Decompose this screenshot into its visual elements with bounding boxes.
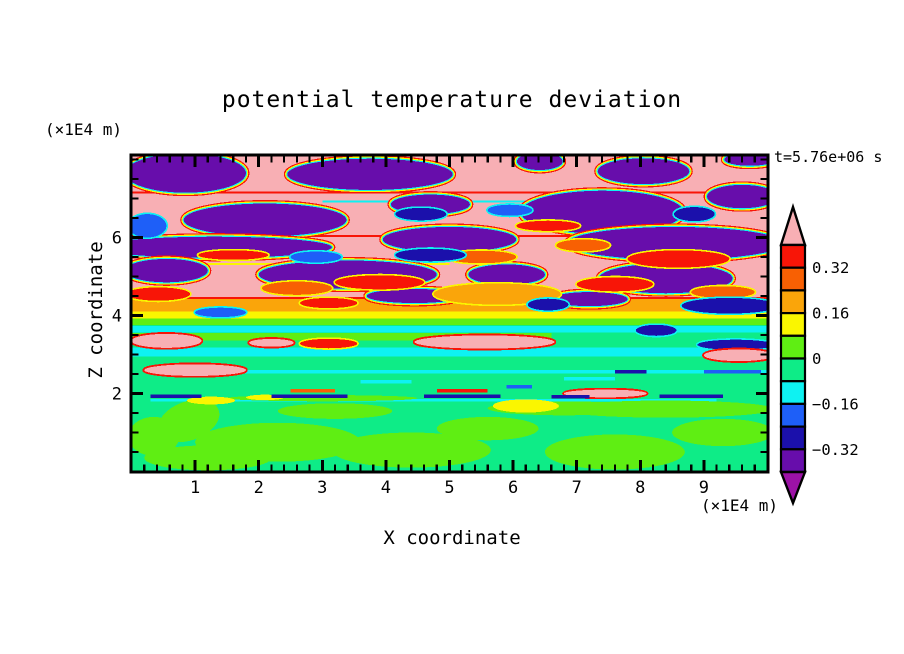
- x-tick-label: 4: [381, 478, 391, 498]
- colorbar-segment: [779, 402, 807, 428]
- x-tick-label: 2: [254, 478, 264, 498]
- x-tick-label: 7: [572, 478, 582, 498]
- x-axis-unit-label: (×1E4 m): [700, 496, 778, 515]
- colorbar-segment: [779, 334, 807, 360]
- colorbar-label: −0.16: [812, 395, 859, 413]
- colorbar-over-arrow: [779, 203, 807, 247]
- tick-labels: 1 2 3 4 5 6 7 8 9 2 4 6: [112, 229, 709, 499]
- colorbar-label: −0.32: [812, 441, 859, 459]
- field: [132, 156, 768, 471]
- axes: [129, 153, 770, 474]
- time-annotation: t=5.76e+06 s: [774, 148, 883, 166]
- chart-title: potential temperature deviation: [221, 87, 683, 113]
- x-tick-label: 5: [444, 478, 454, 498]
- colorbar-segment: [779, 243, 807, 269]
- colorbar-label: 0: [812, 350, 821, 368]
- colorbar-segment: [779, 448, 807, 474]
- colorbar-segment: [779, 380, 807, 406]
- z-tick-label: 6: [112, 229, 122, 249]
- colorbar: 0.32 0.16 0 −0.16 −0.32: [779, 203, 859, 507]
- x-tick-label: 1: [190, 478, 200, 498]
- colorbar-segment: [779, 289, 807, 315]
- z-tick-label: 2: [112, 385, 122, 405]
- x-tick-label: 8: [635, 478, 645, 498]
- x-tick-label: 6: [508, 478, 518, 498]
- z-axis-unit-label: (×1E4 m): [45, 120, 123, 139]
- x-axis-title: X coordinate: [383, 527, 521, 549]
- x-tick-label: 3: [317, 478, 327, 498]
- colorbar-label: 0.32: [812, 259, 849, 277]
- colorbar-segment: [779, 312, 807, 337]
- colorbar-segment: [779, 357, 807, 383]
- colorbar-label: 0.16: [812, 305, 849, 323]
- z-tick-label: 4: [112, 307, 122, 327]
- colorbar-segment: [779, 266, 807, 292]
- colorbar-under-arrow: [779, 470, 807, 507]
- x-tick-label: 9: [699, 478, 709, 498]
- colorbar-segment: [779, 425, 807, 451]
